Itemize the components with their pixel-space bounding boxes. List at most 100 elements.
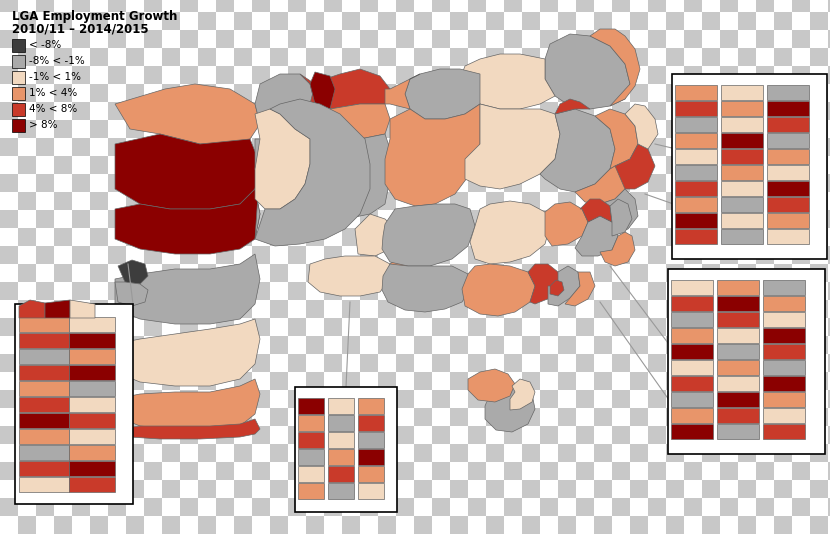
Bar: [774, 102, 792, 120]
Bar: [648, 300, 666, 318]
Bar: [504, 84, 522, 102]
Bar: [612, 498, 630, 516]
Bar: [450, 408, 468, 426]
Bar: [162, 282, 180, 300]
Bar: [0, 0, 18, 12]
Bar: [828, 210, 830, 228]
Bar: [810, 372, 828, 390]
Polygon shape: [540, 109, 615, 192]
Bar: [522, 84, 540, 102]
Polygon shape: [575, 166, 625, 204]
Bar: [774, 426, 792, 444]
Bar: [198, 354, 216, 372]
Bar: [522, 462, 540, 480]
Bar: [180, 48, 198, 66]
Bar: [252, 516, 270, 534]
Bar: [504, 48, 522, 66]
Bar: [270, 282, 288, 300]
Bar: [612, 156, 630, 174]
Bar: [324, 84, 342, 102]
Bar: [756, 408, 774, 426]
Bar: [360, 354, 378, 372]
Bar: [558, 120, 576, 138]
Polygon shape: [767, 149, 809, 164]
Bar: [684, 30, 702, 48]
Bar: [72, 480, 90, 498]
Polygon shape: [625, 104, 658, 149]
Bar: [792, 462, 810, 480]
Bar: [378, 426, 396, 444]
Bar: [198, 192, 216, 210]
Bar: [270, 462, 288, 480]
Bar: [522, 426, 540, 444]
Bar: [18, 336, 36, 354]
Bar: [684, 480, 702, 498]
Bar: [108, 300, 126, 318]
Bar: [18, 318, 36, 336]
Bar: [198, 462, 216, 480]
Bar: [612, 372, 630, 390]
Bar: [12, 103, 25, 116]
Bar: [432, 354, 450, 372]
Bar: [666, 408, 684, 426]
Polygon shape: [115, 254, 260, 324]
Bar: [414, 210, 432, 228]
Bar: [414, 228, 432, 246]
Bar: [672, 74, 827, 259]
Bar: [306, 462, 324, 480]
Polygon shape: [385, 104, 480, 206]
Bar: [414, 444, 432, 462]
Polygon shape: [675, 165, 717, 180]
Bar: [360, 372, 378, 390]
Bar: [270, 192, 288, 210]
Bar: [756, 462, 774, 480]
Bar: [0, 192, 18, 210]
Bar: [756, 84, 774, 102]
Bar: [180, 156, 198, 174]
Bar: [774, 498, 792, 516]
Bar: [18, 498, 36, 516]
Bar: [234, 390, 252, 408]
Bar: [360, 0, 378, 12]
Bar: [378, 228, 396, 246]
Bar: [828, 498, 830, 516]
Bar: [702, 354, 720, 372]
Bar: [126, 354, 144, 372]
Bar: [126, 48, 144, 66]
Bar: [126, 516, 144, 534]
Polygon shape: [355, 214, 395, 256]
Bar: [594, 156, 612, 174]
Bar: [216, 156, 234, 174]
Bar: [216, 138, 234, 156]
Bar: [738, 390, 756, 408]
Bar: [684, 48, 702, 66]
Polygon shape: [575, 216, 618, 256]
Bar: [738, 408, 756, 426]
Bar: [360, 318, 378, 336]
Bar: [18, 138, 36, 156]
Bar: [684, 120, 702, 138]
Bar: [450, 282, 468, 300]
Bar: [450, 444, 468, 462]
Bar: [720, 120, 738, 138]
Bar: [414, 138, 432, 156]
Polygon shape: [763, 392, 805, 407]
Polygon shape: [717, 424, 759, 439]
Polygon shape: [19, 381, 69, 396]
Bar: [522, 174, 540, 192]
Bar: [324, 462, 342, 480]
Bar: [828, 426, 830, 444]
Bar: [18, 480, 36, 498]
Bar: [522, 444, 540, 462]
Polygon shape: [328, 432, 354, 448]
Bar: [792, 408, 810, 426]
Bar: [306, 426, 324, 444]
Bar: [702, 156, 720, 174]
Bar: [144, 264, 162, 282]
Bar: [36, 84, 54, 102]
Bar: [162, 120, 180, 138]
Bar: [72, 336, 90, 354]
Polygon shape: [675, 181, 717, 196]
Bar: [612, 426, 630, 444]
Bar: [198, 138, 216, 156]
